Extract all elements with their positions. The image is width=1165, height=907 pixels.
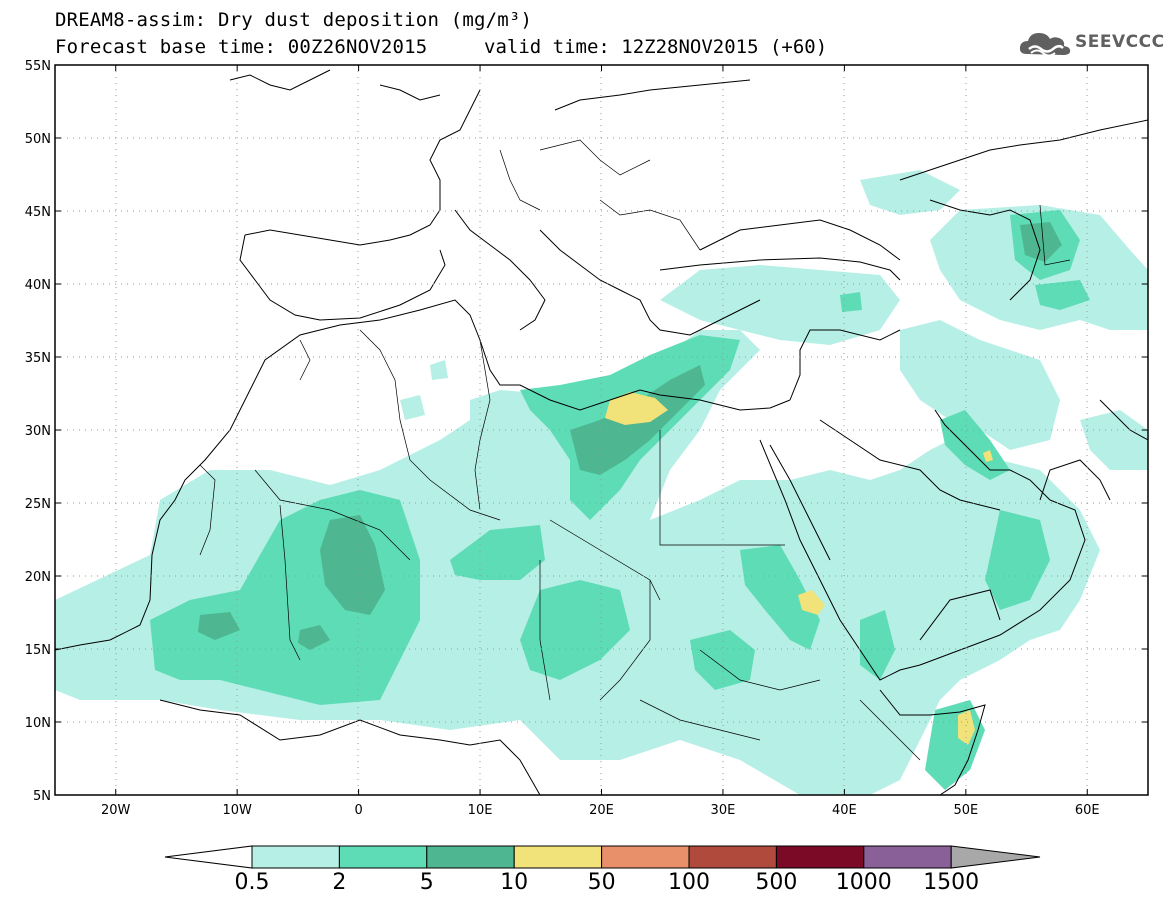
colorbar-label: 1500 bbox=[923, 870, 979, 895]
deposition-10-50-regions bbox=[605, 392, 993, 745]
seevccc-logo: SEEVCCC bbox=[1017, 28, 1164, 60]
valid-time: valid time: 12Z28NOV2015 (+60) bbox=[484, 36, 828, 58]
lon-tick-label: 10E bbox=[468, 803, 493, 818]
lon-tick-label: 0 bbox=[354, 803, 362, 818]
lon-tick-label: 30E bbox=[711, 803, 736, 818]
lon-tick-label: 10W bbox=[222, 803, 252, 818]
colorbar-label: 1000 bbox=[836, 870, 892, 895]
colorbar-label: 50 bbox=[588, 870, 616, 895]
lat-tick-label: 45N bbox=[25, 205, 51, 220]
graticule bbox=[55, 65, 1148, 795]
colorbar-over-triangle bbox=[950, 845, 1041, 869]
colorbar-under-triangle bbox=[164, 845, 253, 869]
map-title: DREAM8-assim: Dry dust deposition (mg/m³… bbox=[55, 9, 533, 31]
colorbar-label: 10 bbox=[500, 870, 528, 895]
lat-tick-label: 30N bbox=[25, 424, 51, 439]
lat-tick-label: 5N bbox=[33, 789, 51, 804]
country-borders bbox=[199, 139, 1071, 761]
lon-tick-label: 20E bbox=[589, 803, 614, 818]
colorbar-label: 2 bbox=[332, 870, 346, 895]
lon-tick-label: 50E bbox=[953, 803, 978, 818]
lat-tick-label: 20N bbox=[25, 570, 51, 585]
lat-tick-label: 10N bbox=[25, 716, 51, 731]
lat-tick-label: 15N bbox=[25, 643, 51, 658]
lat-tick-label: 55N bbox=[25, 59, 51, 74]
colorbar-label: 5 bbox=[420, 870, 434, 895]
lat-tick-label: 50N bbox=[25, 132, 51, 147]
longitude-axis: 20W 10W 0 10E 20E 30E 40E 50E 60E bbox=[101, 65, 1100, 818]
colorbar-bin bbox=[863, 845, 952, 869]
lon-tick-label: 40E bbox=[832, 803, 857, 818]
colorbar-bin bbox=[426, 845, 515, 869]
lat-tick-label: 35N bbox=[25, 351, 51, 366]
lat-tick-label: 40N bbox=[25, 278, 51, 293]
colorbar-label: 0.5 bbox=[235, 870, 270, 895]
lon-tick-label: 60E bbox=[1075, 803, 1100, 818]
colorbar-bin bbox=[775, 845, 865, 869]
colorbar-label: 500 bbox=[755, 870, 797, 895]
colorbar-bin bbox=[513, 845, 603, 869]
colorbar-bin bbox=[338, 845, 428, 869]
latitude-axis: 55N 50N 45N 40N 35N 30N 25N 20N 15N 10N 5N bbox=[25, 59, 1148, 804]
lat-tick-label: 25N bbox=[25, 497, 51, 512]
coastlines bbox=[55, 69, 1148, 795]
forecast-base-time: Forecast base time: 00Z26NOV2015 bbox=[55, 36, 428, 58]
colorbar-bin bbox=[601, 845, 690, 869]
logo-text: SEEVCCC bbox=[1075, 32, 1165, 52]
colorbar-bin bbox=[251, 845, 340, 869]
colorbar: 0.5 2 5 10 50 100 500 1000 1500 bbox=[164, 845, 1041, 895]
colorbar-label: 100 bbox=[668, 870, 710, 895]
cloud-logo-icon bbox=[1019, 33, 1071, 57]
lon-tick-label: 20W bbox=[101, 803, 131, 818]
colorbar-bin bbox=[688, 845, 777, 869]
